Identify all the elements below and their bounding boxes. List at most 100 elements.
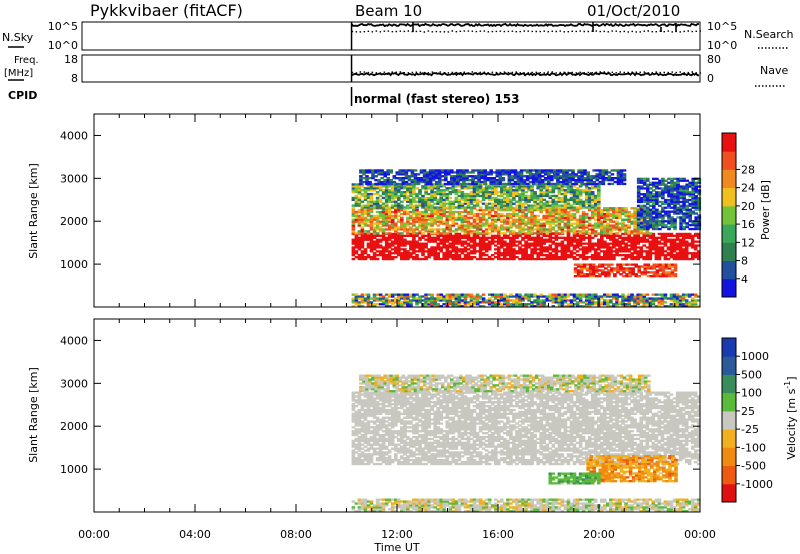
heatmap-cell-power-0 [436, 254, 440, 257]
heatmap-cell-power-5 [682, 204, 686, 207]
heatmap-cell-power-3 [368, 169, 372, 172]
heatmap-cell-power-6 [633, 301, 637, 304]
heatmap-cell-power-3 [437, 169, 442, 172]
heatmap-cell-power-0 [660, 234, 665, 237]
heatmap-cell-power-3 [586, 171, 590, 174]
heatmap-cell-power-2 [587, 187, 592, 190]
heatmap-cell-power-0 [412, 246, 416, 249]
heatmap-cell-power-1 [481, 224, 486, 227]
heatmap-cell-power-0 [672, 250, 677, 253]
heatmap-cell-power-0 [642, 257, 646, 261]
heatmap-cell-power-2 [593, 194, 598, 198]
heatmap-cell-power-1 [406, 222, 410, 225]
heatmap-cell-power-0 [369, 250, 374, 253]
heatmap-cell-power-6 [524, 295, 528, 298]
heatmap-cell-power-0 [445, 254, 450, 257]
heatmap-cell-power-2 [551, 185, 556, 188]
heatmap-cell-power-0 [566, 234, 571, 237]
heatmap-cell-power-2 [557, 206, 562, 209]
heatmap-cell-power-6 [572, 295, 577, 298]
heatmap-cell-power-0 [427, 250, 431, 253]
heatmap-cell-power-0 [578, 254, 583, 257]
heatmap-cell-power-3 [519, 173, 524, 176]
heatmap-cell-power-4 [637, 269, 641, 272]
heatmap-cell-power-0 [612, 244, 616, 247]
heatmap-cell-power-2 [394, 187, 398, 190]
heatmap-cell-power-1 [612, 210, 616, 214]
heatmap-cell-power-1 [627, 232, 631, 235]
heatmap-cell-power-0 [651, 234, 656, 237]
heatmap-cell-power-6 [648, 303, 653, 306]
heatmap-cell-power-4 [591, 269, 596, 272]
heatmap-cell-power-0 [430, 248, 434, 251]
heatmap-cell-power-2 [515, 189, 519, 192]
heatmap-cell-power-1 [612, 224, 616, 227]
heatmap-cell-power-2 [409, 189, 413, 192]
heatmap-cell-power-0 [484, 242, 489, 245]
heatmap-cell-power-4 [576, 263, 581, 266]
heatmap-cell-power-0 [600, 256, 604, 259]
heatmap-cell-power-2 [384, 198, 389, 201]
heatmap-cell-power-5 [670, 202, 674, 206]
heatmap-cell-power-2 [539, 206, 543, 209]
heatmap-cell-power-3 [419, 177, 424, 180]
heatmap-cell-power-1 [418, 224, 422, 227]
heatmap-cell-power-2 [530, 185, 534, 188]
heatmap-cell-power-3 [595, 182, 600, 186]
heatmap-cell-power-4 [658, 263, 663, 266]
heatmap-cell-power-0 [630, 244, 634, 247]
heatmap-cell-power-3 [462, 169, 466, 172]
heatmap-cell-power-3 [447, 180, 451, 184]
heatmap-cell-power-1 [618, 212, 622, 216]
heatmap-cell-power-2 [506, 204, 510, 207]
heatmap-cell-power-0 [533, 248, 537, 251]
heatmap-cell-power-3 [516, 175, 521, 178]
heatmap-cell-power-6 [463, 301, 468, 304]
heatmap-cell-power-6 [560, 297, 565, 300]
heatmap-cell-power-1 [487, 228, 492, 231]
heatmap-cell-power-0 [660, 254, 665, 257]
heatmap-cell-power-1 [509, 226, 513, 229]
heatmap-cell-power-2 [394, 200, 398, 203]
heatmap-cell-power-2 [412, 206, 416, 209]
heatmap-cell-power-2 [548, 189, 553, 192]
heatmap-cell-power-2 [463, 198, 468, 201]
heatmap-cell-power-2 [472, 204, 477, 207]
heatmap-cell-power-2 [563, 185, 568, 188]
heatmap-cell-power-3 [589, 175, 593, 178]
heatmap-cell-power-0 [575, 257, 580, 261]
heatmap-cell-power-5 [646, 210, 650, 213]
heatmap-cell-power-1 [378, 220, 383, 223]
heatmap-cell-power-1 [590, 209, 595, 212]
heatmap-cell-power-2 [412, 204, 416, 207]
heatmap-cell-power-1 [581, 216, 586, 219]
heatmap-cell-power-1 [603, 224, 607, 227]
heatmap-cell-power-1 [475, 228, 480, 231]
heatmap-cell-power-0 [618, 240, 622, 243]
heatmap-cell-power-3 [410, 169, 415, 172]
heatmap-cell-power-0 [621, 248, 625, 251]
heatmap-cell-power-6 [621, 299, 625, 302]
heatmap-cell-power-2 [418, 200, 422, 203]
heatmap-cell-power-6 [469, 303, 474, 306]
heatmap-cell-power-5 [652, 177, 656, 180]
heatmap-cell-power-0 [475, 234, 480, 237]
heatmap-cell-power-1 [418, 212, 422, 216]
heatmap-cell-power-0 [681, 248, 686, 251]
heatmap-cell-power-0 [406, 250, 410, 253]
heatmap-cell-power-3 [504, 173, 509, 176]
heatmap-cell-power-0 [415, 242, 419, 245]
heatmap-cell-power-1 [569, 228, 574, 231]
heatmap-cell-power-6 [475, 293, 480, 296]
heatmap-cell-power-6 [636, 295, 640, 298]
heatmap-cell-power-6 [572, 293, 577, 296]
heatmap-cell-power-0 [581, 252, 586, 255]
heatmap-cell-power-1 [384, 224, 389, 227]
heatmap-cell-power-5 [673, 222, 677, 225]
heatmap-cell-power-2 [412, 196, 416, 200]
heatmap-cell-power-0 [451, 254, 456, 257]
heatmap-cell-power-0 [633, 238, 637, 241]
heatmap-cell-power-1 [387, 220, 392, 223]
heatmap-cell-power-5 [673, 208, 677, 211]
heatmap-cell-power-6 [669, 305, 674, 308]
